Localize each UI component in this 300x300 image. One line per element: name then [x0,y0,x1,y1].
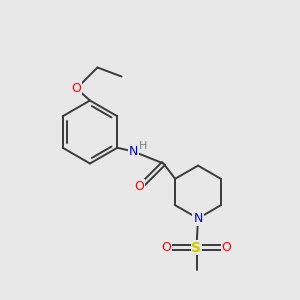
Text: N: N [129,145,138,158]
Text: O: O [135,179,144,193]
Text: O: O [222,241,231,254]
Text: S: S [191,241,202,254]
Text: N: N [193,212,203,225]
Text: O: O [72,82,81,95]
Text: H: H [139,141,147,151]
Text: O: O [162,241,171,254]
